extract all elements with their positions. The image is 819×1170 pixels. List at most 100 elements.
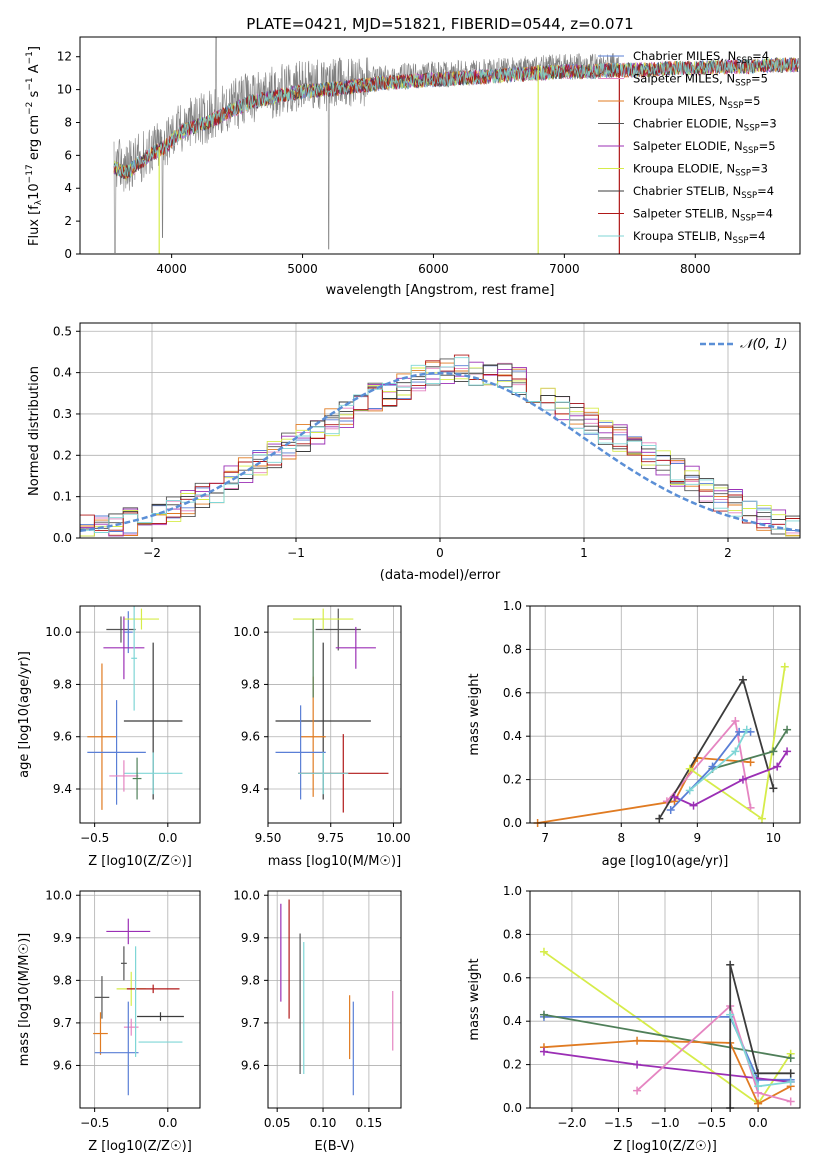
observed-spectrum-line	[113, 36, 620, 253]
ytick-label: 9.6	[241, 730, 260, 744]
spectrum-lines	[113, 36, 799, 254]
plus-marker	[539, 947, 548, 956]
errorbar-point	[106, 918, 151, 945]
errorbar-point	[109, 760, 139, 792]
spectrum-xtick-label: 5000	[287, 262, 318, 276]
errorbar-point	[132, 757, 142, 800]
residuals-ytick-label: 0.0	[53, 531, 72, 545]
plus-marker	[786, 1054, 795, 1063]
plus-marker	[633, 1086, 642, 1095]
massweight_vs_Z-panel: −2.0 −1.5 −1.0 −0.5 0.0 0.0 0.2 0.4 0.6 0.8 1.0 Z […	[467, 884, 801, 1154]
ytick-label: 0.6	[503, 971, 522, 985]
panel-ylabel: age [log10(age/yr)]	[17, 651, 32, 778]
age_vs_mass-panel: 9.50 9.75 10.00 9.4 9.6 9.8 10.0 mass [log10(M/…	[233, 605, 411, 869]
errorbar-point	[93, 1012, 108, 1055]
spectrum-ytick-label: 8	[64, 115, 72, 129]
plus-marker	[726, 1010, 735, 1019]
plus-marker	[539, 1010, 548, 1019]
plus-marker	[769, 784, 778, 793]
plus-marker	[735, 727, 744, 736]
ytick-label: 9.6	[241, 1058, 260, 1072]
residuals-legend: 𝒩(0, 1)	[700, 337, 787, 352]
plus-marker	[754, 1082, 763, 1091]
legend-entry-label: Salpeter MILES, NSSP=5	[633, 72, 768, 89]
ytick-label: 0.0	[503, 816, 522, 830]
xtick-label: 9	[694, 831, 702, 845]
residuals-xtick-label: −1	[287, 546, 305, 560]
panel-frame	[79, 605, 201, 824]
xtick-label: 10	[766, 831, 781, 845]
panel-frame	[267, 605, 402, 824]
errorbar-point	[120, 946, 127, 981]
legend-entry-label: Kroupa ELODIE, NSSP=3	[633, 162, 768, 179]
plus-marker	[689, 801, 698, 810]
spectrum-xtick-label: 6000	[418, 262, 449, 276]
legend-entry-label: Chabrier MILES, NSSP=4	[633, 49, 769, 66]
plus-marker	[655, 814, 664, 823]
errorbar-point	[137, 1012, 184, 1021]
plus-marker	[633, 1036, 642, 1045]
xtick-label: 0.0	[158, 1116, 177, 1130]
ytick-label: 10.0	[233, 888, 260, 902]
errorbar-point	[94, 976, 110, 1019]
legend-entry-label: Salpeter STELIB, NSSP=4	[633, 207, 773, 224]
errorbar-point	[87, 663, 117, 810]
legend-entry-label: Chabrier STELIB, NSSP=4	[633, 184, 774, 201]
ytick-label: 0.4	[503, 729, 522, 743]
plus-marker	[685, 786, 694, 795]
errorbar-point	[131, 606, 138, 711]
plus-marker	[666, 805, 675, 814]
ytick-label: 0.8	[503, 927, 522, 941]
ytick-label: 0.6	[503, 686, 522, 700]
plus-marker	[726, 960, 735, 969]
spectrum-ytick-label: 2	[64, 214, 72, 228]
ytick-label: 9.8	[241, 973, 260, 987]
legend-entry-label: Kroupa MILES, NSSP=5	[633, 94, 760, 111]
spectrum-ytick-label: 6	[64, 148, 72, 162]
residuals-xlabel: (data-model)/error	[380, 568, 501, 583]
model-spectrum-line	[113, 58, 799, 177]
plus-marker	[731, 747, 740, 756]
residuals-xtick-label: −2	[143, 546, 161, 560]
xtick-label: −1.5	[604, 1116, 633, 1130]
ytick-label: 1.0	[503, 884, 522, 898]
xtick-label: −0.5	[80, 1116, 109, 1130]
mass-weight-line	[729, 964, 791, 1108]
xtick-label: 9.75	[317, 831, 344, 845]
errorbar-point	[106, 616, 136, 643]
residuals-xtick-label: 2	[724, 546, 732, 560]
spectrum-ytick-label: 4	[64, 181, 72, 195]
panel-frame	[529, 605, 801, 824]
ytick-label: 0.0	[503, 1101, 522, 1115]
spectrum-xtick-label: 8000	[680, 262, 711, 276]
ytick-label: 9.6	[53, 1058, 72, 1072]
errorbar-point	[335, 626, 376, 669]
legend-entry-label: Kroupa STELIB, NSSP=4	[633, 229, 765, 246]
xtick-label: 0.0	[158, 831, 177, 845]
panel-xlabel: Z [log10(Z/Z☉)]	[88, 854, 192, 869]
gaussian-legend-label: 𝒩(0, 1)	[740, 337, 787, 352]
errorbar-point	[123, 611, 133, 654]
spectrum-legend: Chabrier MILES, NSSP=4 Salpeter MILES, NS…	[598, 49, 777, 246]
xtick-label: −0.5	[80, 831, 109, 845]
ytick-label: 9.4	[241, 782, 260, 796]
plus-marker	[786, 1097, 795, 1106]
spectrum-ylabel: Flux [fλ10−17 erg cm−2 s−1 A−1]	[25, 46, 44, 246]
ytick-label: 10.0	[233, 625, 260, 639]
ytick-label: 9.7	[241, 1016, 260, 1030]
plus-marker	[742, 725, 751, 734]
spectrum-frame	[79, 36, 801, 255]
errorbar-point	[123, 752, 183, 795]
errorbar-point	[103, 616, 145, 680]
errorbar-point	[293, 608, 354, 630]
plus-marker	[780, 662, 789, 671]
ytick-label: 9.8	[53, 973, 72, 987]
spectrum-ytick-label: 12	[57, 50, 72, 64]
spectrum-xlabel: wavelength [Angstrom, rest frame]	[326, 283, 555, 298]
xtick-label: 8	[617, 831, 625, 845]
gaussian-curve	[79, 371, 801, 533]
plus-marker	[754, 1069, 763, 1078]
mass_vs_ebv-panel: 0.05 0.10 0.15 9.6 9.7 9.8 9.9 10.0 E(B-V)	[233, 888, 402, 1154]
residual-histograms	[79, 354, 801, 537]
